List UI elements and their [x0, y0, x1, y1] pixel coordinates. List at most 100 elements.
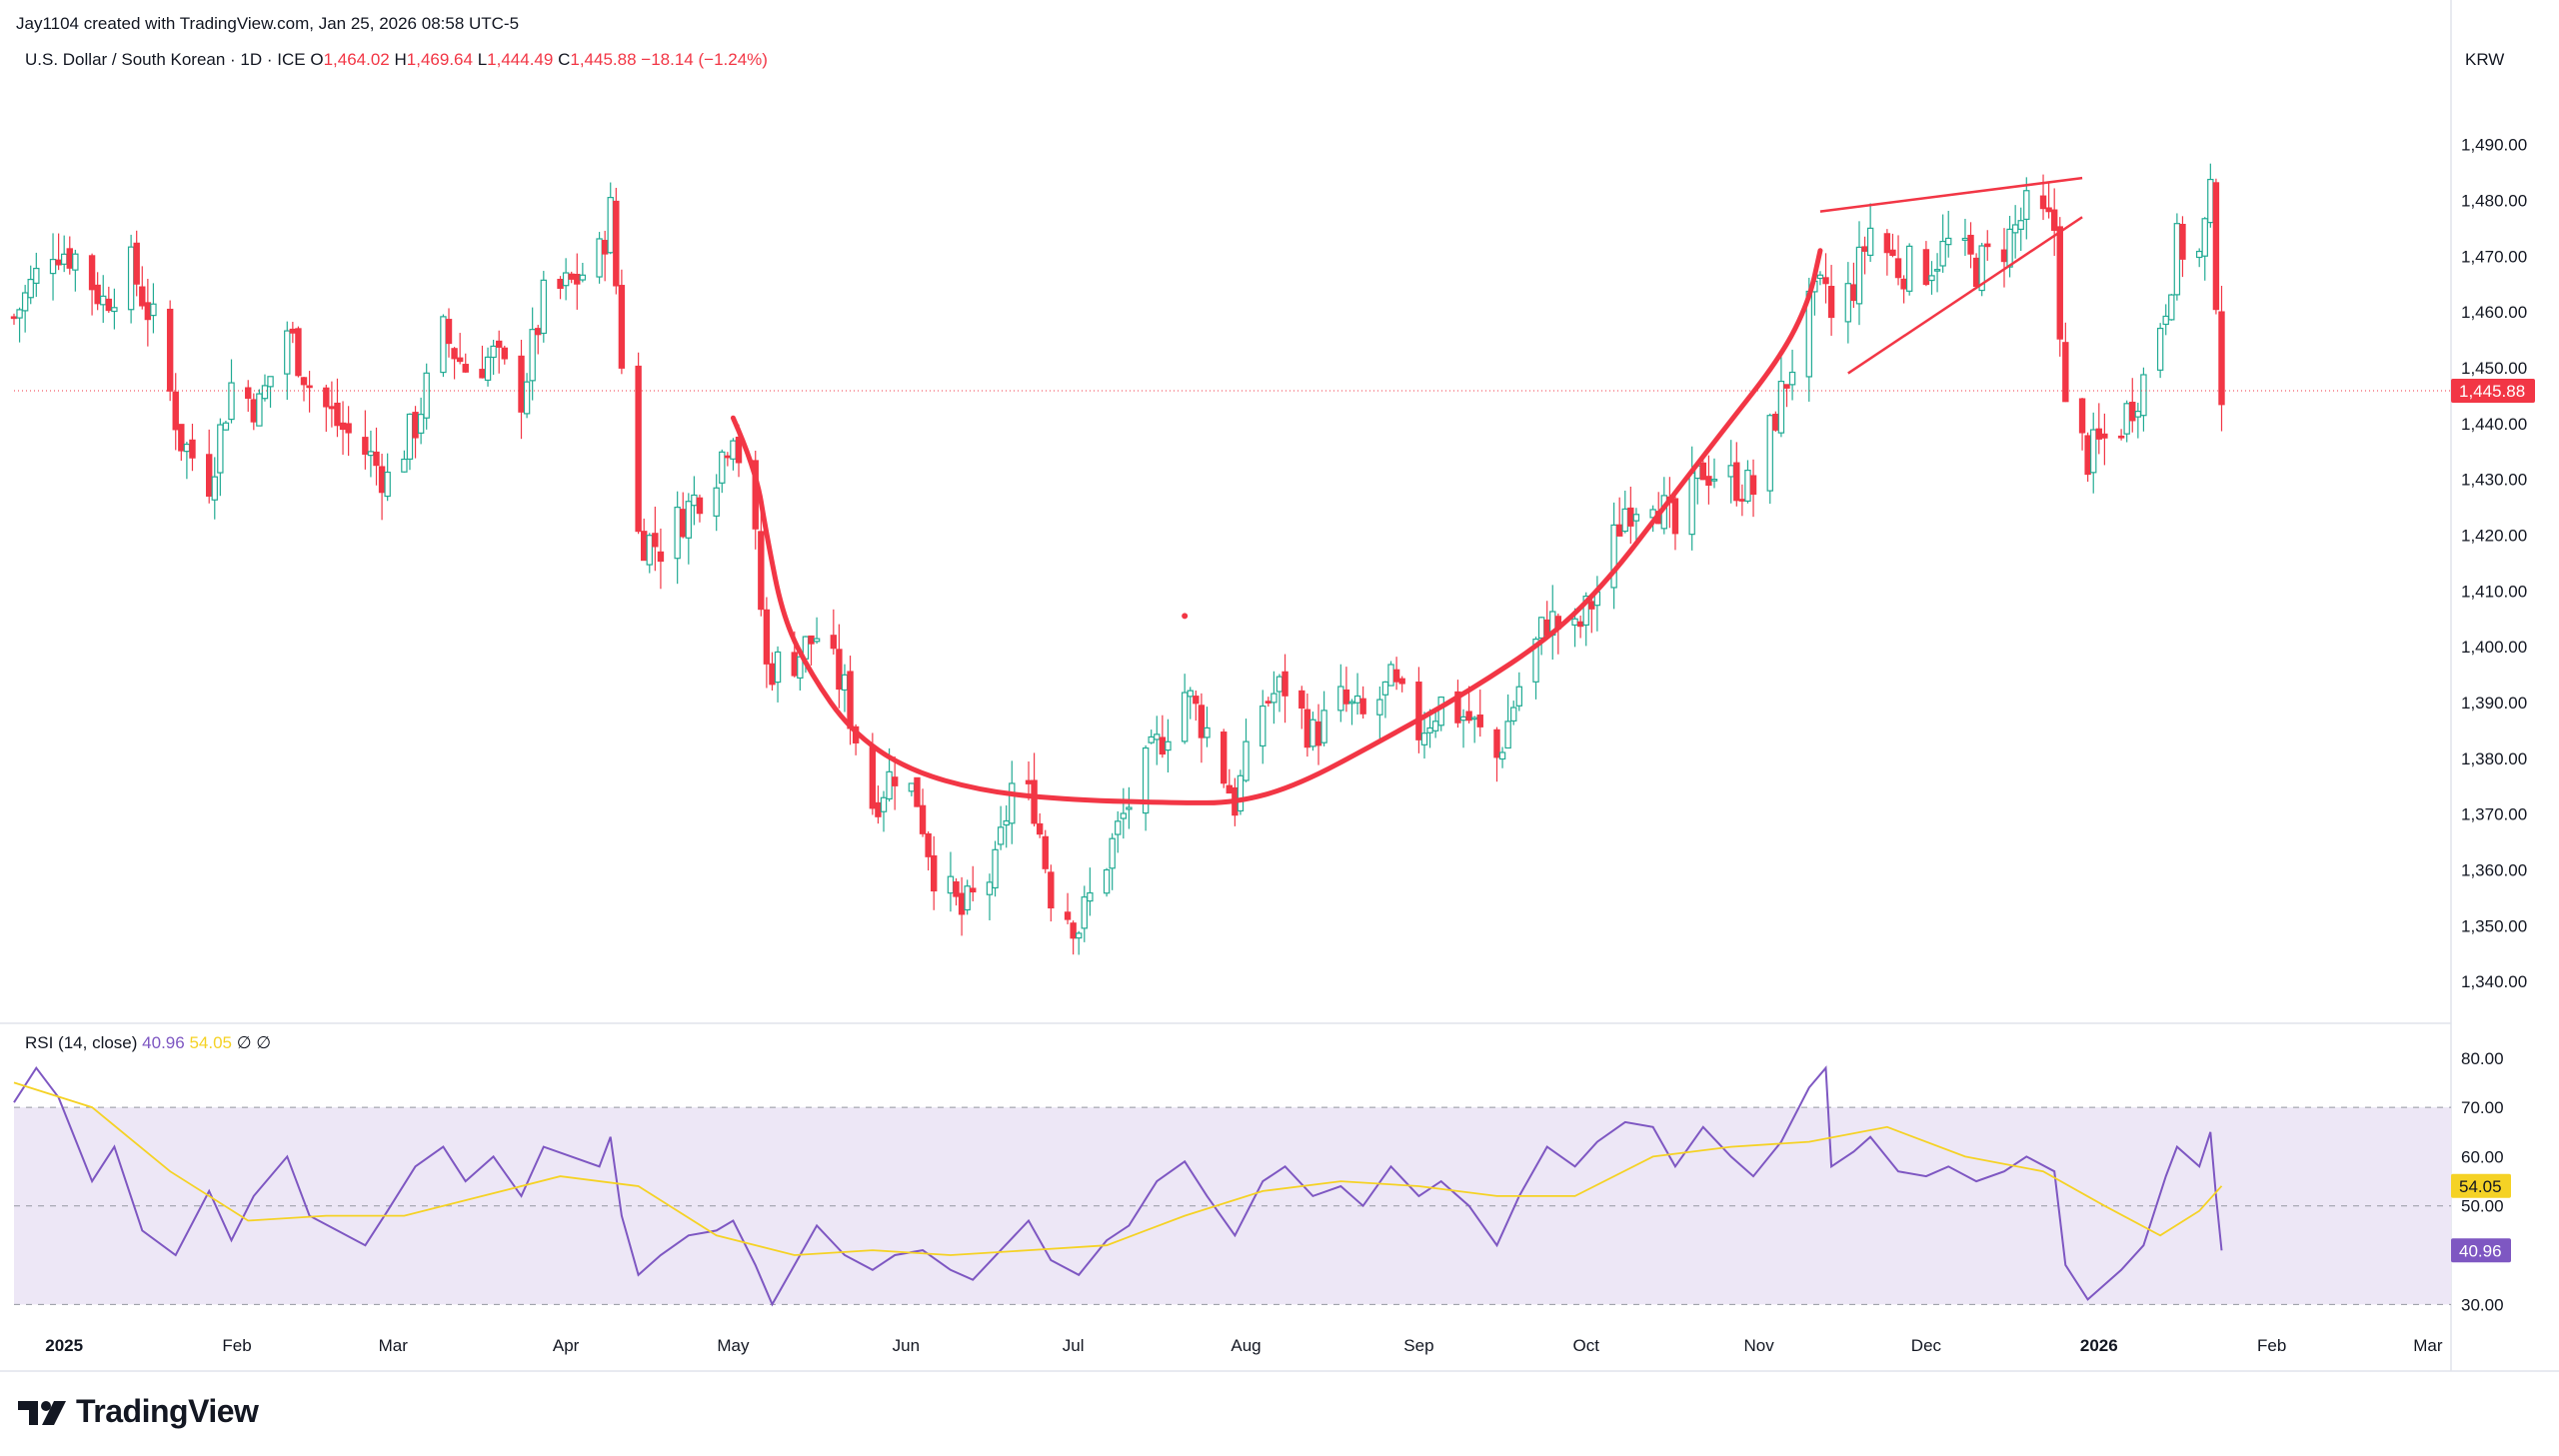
price-tick-label: 1,360.00 — [2461, 860, 2527, 879]
candle — [523, 373, 531, 419]
candle — [724, 452, 732, 467]
candle — [66, 236, 73, 275]
candle — [607, 182, 614, 255]
candle — [1549, 585, 1556, 661]
price-tick-label: 1,430.00 — [2461, 471, 2527, 490]
candle — [1822, 253, 1829, 304]
time-tick-label: Apr — [553, 1336, 580, 1355]
rsi-tag-label: 40.96 — [2459, 1241, 2502, 1260]
candle — [289, 322, 297, 344]
candle — [2011, 205, 2019, 259]
candle — [1142, 744, 1150, 831]
candle — [1243, 719, 1250, 782]
candle — [1064, 892, 1072, 924]
candle — [2095, 403, 2103, 455]
cup-curve-drawing — [730, 248, 1823, 805]
candle — [841, 664, 849, 713]
rsi-title: RSI (14, close) — [25, 1033, 138, 1052]
candle — [144, 278, 152, 347]
candle — [1504, 694, 1511, 749]
candle — [133, 230, 140, 297]
candle — [774, 646, 782, 703]
candle — [245, 380, 252, 413]
price-tick-label: 1,410.00 — [2461, 582, 2527, 601]
candle — [72, 249, 79, 292]
candle — [166, 300, 174, 402]
candle — [1431, 711, 1439, 738]
candle — [713, 474, 720, 532]
close-value: 1,445.88 — [570, 50, 637, 69]
candle — [2117, 429, 2125, 441]
price-tick-label: 1,390.00 — [2461, 694, 2527, 713]
candle — [763, 597, 771, 689]
candle — [797, 656, 804, 691]
time-axis: 2025 Feb Mar Apr May Jun Jul Aug Sep Oct Nov Dec 202… — [45, 1336, 2443, 1355]
candle — [1031, 752, 1038, 827]
candle — [2023, 177, 2030, 240]
candle — [1459, 709, 1467, 748]
candle — [2062, 322, 2069, 403]
candle — [295, 326, 302, 378]
candle — [2078, 398, 2086, 451]
candle — [1036, 812, 1044, 838]
time-tick-label: Jun — [893, 1336, 920, 1355]
candle — [373, 427, 380, 486]
price-tick-label: 1,340.00 — [2461, 972, 2527, 991]
candle — [2084, 432, 2091, 483]
candle — [1705, 455, 1712, 505]
candle — [1621, 490, 1628, 534]
candle — [1148, 729, 1155, 744]
candle — [680, 492, 687, 539]
candle — [1576, 616, 1584, 639]
candle — [2090, 412, 2097, 494]
candle — [1554, 613, 1562, 655]
candle — [2017, 207, 2024, 252]
candle — [908, 782, 916, 796]
candle — [931, 835, 938, 910]
candle — [2207, 163, 2214, 228]
candle — [1498, 746, 1506, 768]
rsi-extra-2: ∅ — [256, 1033, 272, 1052]
candle — [205, 429, 213, 504]
candle — [384, 453, 391, 502]
candle — [1415, 667, 1422, 753]
open-value: 1,464.02 — [323, 50, 390, 69]
candle — [1042, 829, 1049, 873]
price-tick-label: 1,380.00 — [2461, 749, 2527, 768]
candle — [953, 877, 960, 906]
candle — [445, 308, 453, 358]
candle — [1392, 657, 1400, 691]
rsi-ma-line — [13, 1081, 2223, 1256]
candle — [1827, 265, 1835, 336]
candle — [1510, 701, 1517, 726]
candle — [947, 851, 955, 912]
candle — [423, 363, 430, 430]
time-tick-label: Aug — [1231, 1336, 1261, 1355]
candle — [574, 253, 581, 310]
rsi-tick-label: 60.00 — [2461, 1147, 2504, 1166]
candle — [1615, 497, 1623, 537]
time-tick-label: 2025 — [45, 1336, 83, 1355]
candle — [657, 528, 665, 590]
candle — [16, 307, 23, 343]
candle — [997, 805, 1005, 850]
candle — [730, 438, 737, 471]
rsi-value: 40.96 — [142, 1033, 185, 1052]
candle — [183, 442, 191, 480]
currency-label[interactable]: KRW — [2465, 50, 2505, 69]
candle — [880, 790, 888, 832]
candle — [1978, 242, 1985, 297]
candle — [323, 384, 330, 433]
rsi-tick-label: 70.00 — [2461, 1098, 2504, 1117]
time-tick-label: Oct — [1572, 1336, 1599, 1355]
candle — [1376, 686, 1383, 741]
candle — [1733, 442, 1740, 507]
tradingview-brand[interactable]: TradingView — [16, 1393, 259, 1430]
candle — [529, 307, 536, 401]
candle — [1154, 716, 1161, 765]
candle — [1766, 413, 1773, 505]
candle — [1738, 484, 1746, 517]
candle — [535, 325, 542, 355]
candle — [100, 275, 107, 324]
